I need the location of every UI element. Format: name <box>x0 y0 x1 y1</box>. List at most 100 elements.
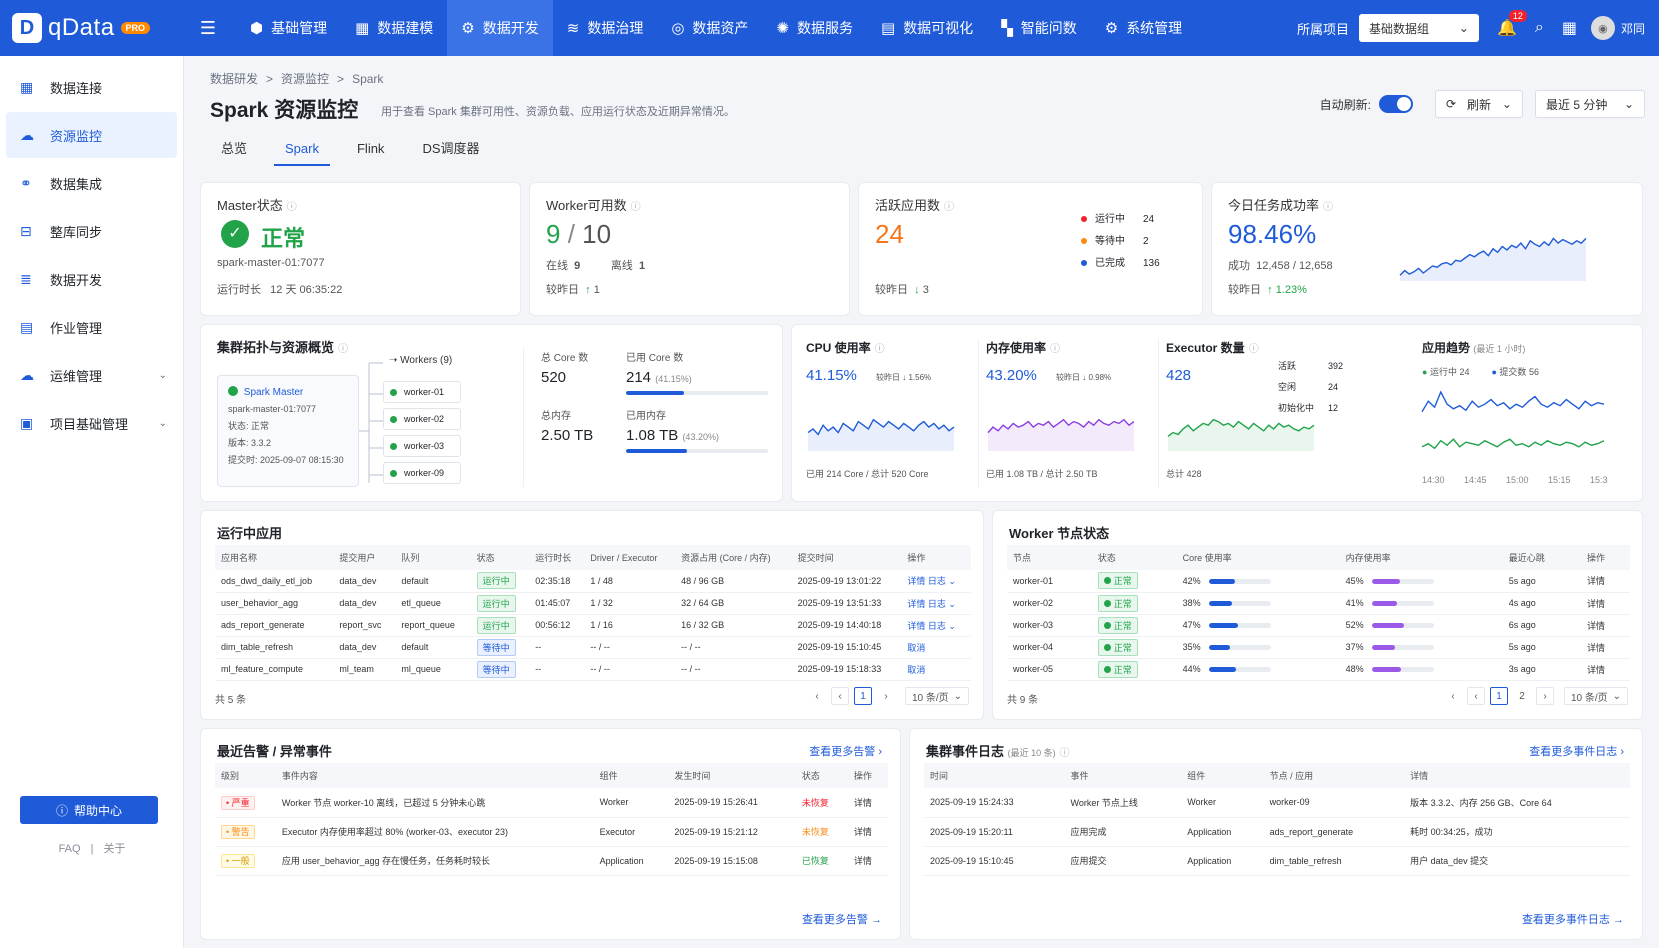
row-detail-link[interactable]: 详情 <box>847 817 888 847</box>
auto-refresh-toggle[interactable] <box>1379 95 1413 113</box>
cell-mem: 45% <box>1339 570 1503 593</box>
worker-node[interactable]: worker-09 <box>383 462 461 484</box>
row-detail-link[interactable]: 详情 <box>1581 570 1630 593</box>
worker-node-link[interactable]: worker-02 <box>1007 592 1092 615</box>
row-detail-link[interactable]: 详情 <box>847 788 888 818</box>
page-size-select[interactable]: 10 条/页 ⌄ <box>1564 687 1628 705</box>
page-button[interactable]: 1 <box>854 687 872 705</box>
log-dropdown-link[interactable]: 日志 ⌄ <box>927 576 956 587</box>
page-size-select[interactable]: 10 条/页 ⌄ <box>905 687 969 705</box>
sidebar-item-0[interactable]: ▦ 数据连接 <box>6 64 177 110</box>
refresh-button[interactable]: ⟳ 刷新 ⌄ <box>1435 90 1523 118</box>
next-page-icon[interactable]: › <box>884 690 888 702</box>
nav-item-0[interactable]: ⬢ 基础管理 <box>236 0 341 56</box>
table-row[interactable]: • 严重 Worker 节点 worker-10 离线，已超过 5 分钟未心跳 Wo… <box>215 788 888 818</box>
table-row[interactable]: 2025-09-19 15:20:11 应用完成 Application ads_re… <box>924 817 1630 847</box>
sidebar-item-2[interactable]: ⚭ 数据集成 <box>6 160 177 206</box>
nav-item-7[interactable]: ▚ 智能问数 <box>987 0 1091 56</box>
page-button[interactable]: 1 <box>1490 687 1508 705</box>
row-action-link[interactable]: 取消 <box>907 642 926 653</box>
tab-2[interactable]: Flink <box>356 141 385 156</box>
worker-node[interactable]: worker-03 <box>383 435 461 457</box>
row-detail-link[interactable]: 详情 <box>1581 636 1630 659</box>
tab-0[interactable]: 总览 <box>221 141 248 156</box>
prev-page-button[interactable]: ‹ <box>1467 687 1485 705</box>
row-action-link[interactable]: 详情 <box>907 598 926 609</box>
sidebar-item-4[interactable]: ≣ 数据开发 <box>6 256 177 302</box>
nav-item-6[interactable]: ▤ 数据可视化 <box>867 0 987 56</box>
row-detail-link[interactable]: 详情 <box>1581 614 1630 637</box>
next-page-button[interactable]: › <box>1536 687 1554 705</box>
sidebar-item-3[interactable]: ⊟ 整库同步 <box>6 208 177 254</box>
more-alerts-bottom-link[interactable]: 查看更多告警 → <box>801 914 882 926</box>
spark-master-node[interactable]: Spark Master spark-master-01:7077 状态: 正常… <box>217 375 359 487</box>
table-row[interactable]: worker-05 正常 44% 48% 3s ago 详情 <box>1007 658 1630 681</box>
sidebar-item-5[interactable]: ▤ 作业管理 <box>6 304 177 350</box>
cell-core: 38% <box>1176 592 1340 615</box>
user-name[interactable]: 邓同 <box>1620 21 1645 36</box>
row-detail-link[interactable]: 详情 <box>1581 592 1630 615</box>
project-select[interactable]: 基础数据组 ⌄ <box>1358 14 1479 42</box>
tab-3[interactable]: DS调度器 <box>422 141 480 156</box>
table-row[interactable]: worker-02 正常 38% 41% 4s ago 详情 <box>1007 592 1630 615</box>
more-alerts-link[interactable]: 查看更多告警 › <box>809 746 882 758</box>
prev-page-button[interactable]: ‹ <box>831 687 849 705</box>
table-row[interactable]: worker-03 正常 47% 52% 6s ago 详情 <box>1007 614 1630 637</box>
more-events-link[interactable]: 查看更多事件日志 › <box>1529 746 1624 758</box>
worker-node[interactable]: worker-02 <box>383 408 461 430</box>
faq-link[interactable]: FAQ <box>58 843 81 855</box>
about-link[interactable]: 关于 <box>103 843 126 855</box>
table-row[interactable]: 2025-09-19 15:10:45 应用提交 Application dim_ta… <box>924 846 1630 876</box>
nav-item-1[interactable]: ▦ 数据建模 <box>341 0 447 56</box>
nav-item-5[interactable]: ✺ 数据服务 <box>762 0 867 56</box>
row-action-link[interactable]: 取消 <box>907 664 926 675</box>
row-action-link[interactable]: 详情 <box>907 576 926 587</box>
bell-icon[interactable]: 🔔 12 <box>1497 10 1527 38</box>
table-row[interactable]: ods_dwd_daily_etl_job data_dev default 运行中 0… <box>215 570 971 593</box>
table-row[interactable]: dim_table_refresh data_dev default 等待中 -- -- … <box>215 636 971 659</box>
breadcrumb-item[interactable]: Spark <box>352 72 384 86</box>
nav-item-4[interactable]: ◎ 数据资产 <box>657 0 762 56</box>
table-row[interactable]: ads_report_generate report_svc report_queu… <box>215 614 971 637</box>
prev-page-icon[interactable]: ‹ <box>815 690 819 702</box>
page-button[interactable]: 2 <box>1519 690 1525 702</box>
menu-toggle-icon[interactable]: ☰ <box>199 17 217 38</box>
row-detail-link[interactable]: 详情 <box>847 846 888 876</box>
breadcrumb-item[interactable]: 数据研发 <box>210 72 259 86</box>
more-events-bottom-link[interactable]: 查看更多事件日志 → <box>1521 914 1624 926</box>
log-dropdown-link[interactable]: 日志 ⌄ <box>927 598 956 609</box>
worker-node-link[interactable]: worker-05 <box>1007 658 1092 681</box>
tab-1[interactable]: Spark <box>274 132 330 166</box>
auto-refresh-label: 自动刷新: <box>1319 97 1371 112</box>
row-action-link[interactable]: 详情 <box>907 620 926 631</box>
table-row[interactable]: • 警告 Executor 内存使用率超过 80% (worker-03、exec… <box>215 817 888 847</box>
table-row[interactable]: worker-01 正常 42% 45% 5s ago 详情 <box>1007 570 1630 593</box>
nav-item-3[interactable]: ≋ 数据治理 <box>553 0 658 56</box>
apps-grid-icon[interactable]: ▦ <box>1561 20 1577 37</box>
table-row[interactable]: worker-04 正常 35% 37% 5s ago 详情 <box>1007 636 1630 659</box>
cell-de: 1 / 48 <box>584 570 676 593</box>
nav-item-8[interactable]: ⚙ 系统管理 <box>1091 0 1196 56</box>
time-range-select[interactable]: 最近 5 分钟 ⌄ <box>1535 90 1645 118</box>
worker-node-link[interactable]: worker-04 <box>1007 636 1092 659</box>
row-detail-link[interactable]: 详情 <box>1581 658 1630 681</box>
sidebar-item-7[interactable]: ▣ 项目基础管理 ⌄ <box>6 400 177 446</box>
worker-node-link[interactable]: worker-03 <box>1007 614 1092 637</box>
table-row[interactable]: ml_feature_compute ml_team ml_queue 等待中 -- --… <box>215 658 971 681</box>
table-row[interactable]: • 一般 应用 user_behavior_agg 存在慢任务，任务耗时较长 App… <box>215 846 888 876</box>
worker-node-link[interactable]: worker-01 <box>1007 570 1092 593</box>
table-row[interactable]: 2025-09-19 15:24:33 Worker 节点上线 Worker work… <box>924 788 1630 818</box>
breadcrumb-item[interactable]: 资源监控 <box>281 72 330 86</box>
prev-page-icon[interactable]: ‹ <box>1451 690 1455 702</box>
logo[interactable]: D qData PRO <box>0 13 190 43</box>
help-center-button[interactable]: ⓘ 帮助中心 <box>20 796 158 824</box>
sidebar-item-1[interactable]: ☁ 资源监控 <box>6 112 177 158</box>
log-dropdown-link[interactable]: 日志 ⌄ <box>927 620 956 631</box>
top-navbar: D qData PRO ☰ ⬢ 基础管理 ▦ 数据建模 ⚙ 数据开发 ≋ 数据治理 ◎ 数据资产 ✺… <box>0 0 1659 56</box>
worker-node[interactable]: worker-01 <box>383 381 461 403</box>
table-row[interactable]: user_behavior_agg data_dev etl_queue 运行中 01:… <box>215 592 971 615</box>
nav-item-2[interactable]: ⚙ 数据开发 <box>447 0 553 56</box>
search-icon[interactable]: ⌕ <box>1534 19 1544 36</box>
sidebar-item-6[interactable]: ☁ 运维管理 ⌄ <box>6 352 177 398</box>
avatar[interactable]: ◉ <box>1590 16 1615 40</box>
